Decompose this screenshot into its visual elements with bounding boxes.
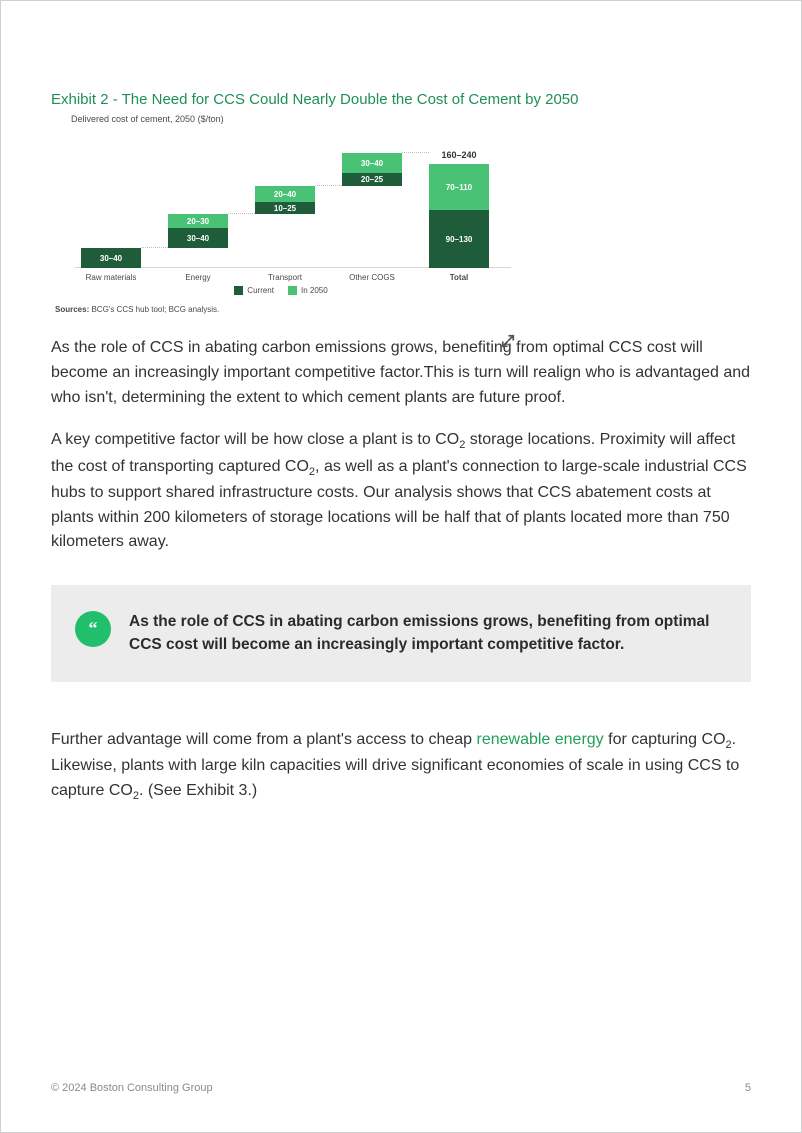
paragraph-1: As the role of CCS in abating carbon emi…	[51, 336, 751, 410]
renewable-energy-link[interactable]: renewable energy	[476, 731, 603, 748]
bar-segment: 30–40	[342, 153, 402, 173]
connector	[315, 185, 342, 186]
page-footer: © 2024 Boston Consulting Group 5	[51, 1082, 751, 1094]
category-label-raw: Raw materials	[81, 273, 141, 282]
footer-page-number: 5	[745, 1082, 751, 1094]
bar-group-total: 70–11090–130	[429, 164, 489, 268]
paragraph-2: A key competitive factor will be how clo…	[51, 428, 751, 555]
category-label-other: Other COGS	[342, 273, 402, 282]
p3b: for capturing CO	[604, 731, 726, 748]
legend-item-2050: In 2050	[288, 286, 328, 295]
quote-icon: “	[75, 611, 111, 647]
callout-text: As the role of CCS in abating carbon emi…	[129, 611, 721, 656]
p3a: Further advantage will come from a plant…	[51, 731, 476, 748]
sources-label: Sources:	[55, 305, 89, 314]
connector	[228, 213, 255, 214]
bar-segment: 10–25	[255, 202, 315, 214]
body-text: As the role of CCS in abating carbon emi…	[51, 336, 751, 805]
bar-segment: 20–25	[342, 173, 402, 186]
bar-segment: 90–130	[429, 210, 489, 268]
bar-segment: 30–40	[81, 248, 141, 268]
bar-group-transport: 20–4010–25	[255, 186, 315, 214]
bar-group-energy: 20–3030–40	[168, 214, 228, 248]
p3d: . (See Exhibit 3.)	[139, 782, 257, 799]
bar-group-other: 30–4020–25	[342, 153, 402, 186]
category-label-transport: Transport	[255, 273, 315, 282]
footer-copyright: © 2024 Boston Consulting Group	[51, 1082, 213, 1094]
pull-quote-callout: “ As the role of CCS in abating carbon e…	[51, 585, 751, 682]
category-label-total: Total	[429, 273, 489, 282]
bar-segment: 20–30	[168, 214, 228, 228]
bar-group-raw: 30–40	[81, 248, 141, 268]
bar-segment: 30–40	[168, 228, 228, 248]
legend-label-current: Current	[247, 286, 274, 295]
bar-segment: 70–110	[429, 164, 489, 210]
chart-legend: Current In 2050	[51, 286, 511, 295]
exhibit-subtitle: Delivered cost of cement, 2050 ($/ton)	[71, 114, 751, 124]
bar-segment: 20–40	[255, 186, 315, 202]
waterfall-chart: 160–240 30–40Raw materials20–3030–40Ener…	[51, 130, 511, 280]
paragraph-3: Further advantage will come from a plant…	[51, 728, 751, 805]
total-top-label: 160–240	[429, 150, 489, 160]
connector	[402, 152, 429, 153]
p2a: A key competitive factor will be how clo…	[51, 431, 459, 448]
legend-swatch-2050	[288, 286, 297, 295]
chart-sources: Sources: BCG's CCS hub tool; BCG analysi…	[55, 305, 751, 314]
legend-swatch-current	[234, 286, 243, 295]
legend-label-2050: In 2050	[301, 286, 328, 295]
expand-icon[interactable]	[501, 334, 515, 348]
legend-item-current: Current	[234, 286, 274, 295]
connector	[141, 247, 168, 248]
exhibit-title: Exhibit 2 - The Need for CCS Could Nearl…	[51, 91, 751, 108]
sources-text: BCG's CCS hub tool; BCG analysis.	[91, 305, 219, 314]
category-label-energy: Energy	[168, 273, 228, 282]
